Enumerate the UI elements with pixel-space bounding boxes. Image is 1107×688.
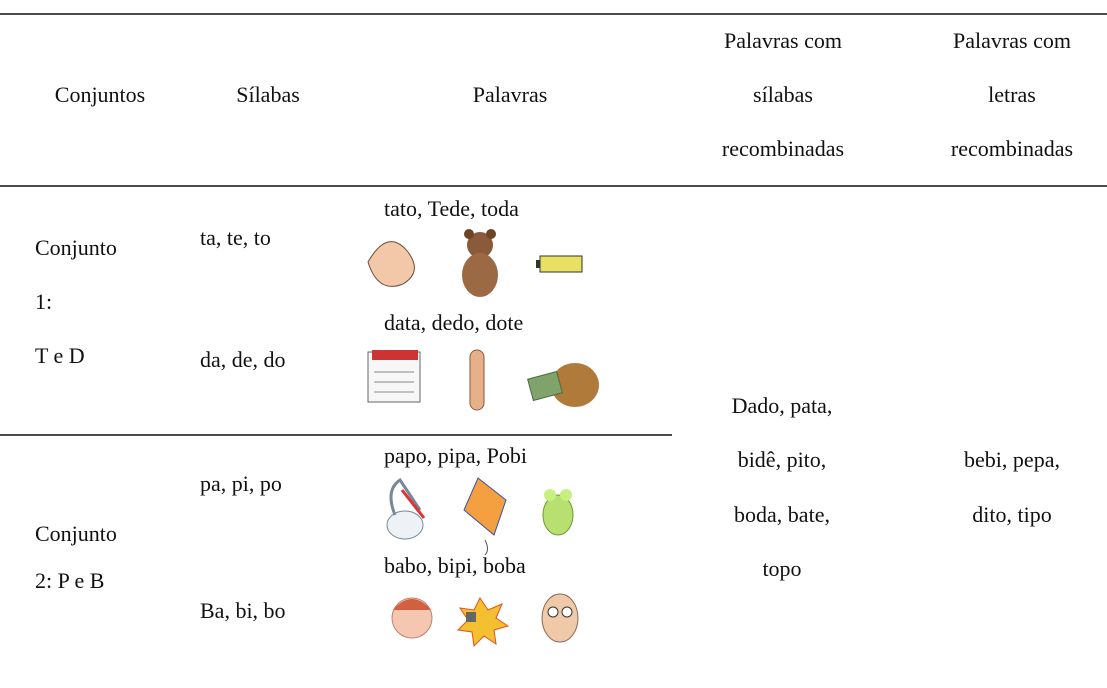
set-label: 1: — [35, 289, 52, 314]
recombined-syllables: Dado, pata, — [732, 393, 833, 418]
recombined-letters: dito, tipo — [972, 502, 1051, 527]
icon-money-pot — [527, 363, 599, 407]
header-cell: recombinadas — [951, 136, 1073, 161]
set-label: Conjunto — [35, 521, 117, 546]
syllables: da, de, do — [200, 347, 286, 372]
icon-bear — [462, 229, 498, 297]
icon-hand — [367, 241, 415, 287]
icon-pelican — [386, 477, 426, 540]
recombined-syllables: boda, bate, — [734, 502, 830, 527]
words: tato, Tede, toda — [384, 196, 519, 221]
icon-calendar — [367, 350, 421, 403]
icon-beep — [456, 597, 510, 648]
syllables: pa, pi, po — [200, 471, 282, 496]
set-label: 2: P e B — [35, 568, 104, 593]
recombined-letters: bebi, pepa, — [964, 447, 1060, 472]
recombined-syllables: bidê, pito, — [738, 447, 827, 472]
header-cell: Palavras com — [724, 28, 842, 53]
set-label: T e D — [35, 343, 85, 368]
icon-kite — [463, 477, 507, 556]
recombined-syllables: topo — [762, 556, 801, 581]
header-cell: Sílabas — [236, 82, 300, 107]
icon-battery — [536, 255, 583, 273]
header-cell: Palavras — [473, 82, 548, 107]
set-label: Conjunto — [35, 235, 117, 260]
header-cell: letras — [988, 82, 1036, 107]
syllables: ta, te, to — [200, 225, 271, 250]
header-cell: sílabas — [753, 82, 813, 107]
header-cell: Conjuntos — [55, 82, 145, 107]
icon-finger — [469, 349, 485, 411]
header-cell: recombinadas — [722, 136, 844, 161]
words: babo, bipi, boba — [384, 553, 526, 578]
icon-baby — [391, 597, 433, 639]
words: data, dedo, dote — [384, 310, 523, 335]
icon-face — [541, 593, 579, 643]
words: papo, pipa, Pobi — [384, 443, 527, 468]
syllables: Ba, bi, bo — [200, 598, 286, 623]
header-cell: Palavras com — [953, 28, 1071, 53]
icon-frog — [542, 489, 574, 536]
